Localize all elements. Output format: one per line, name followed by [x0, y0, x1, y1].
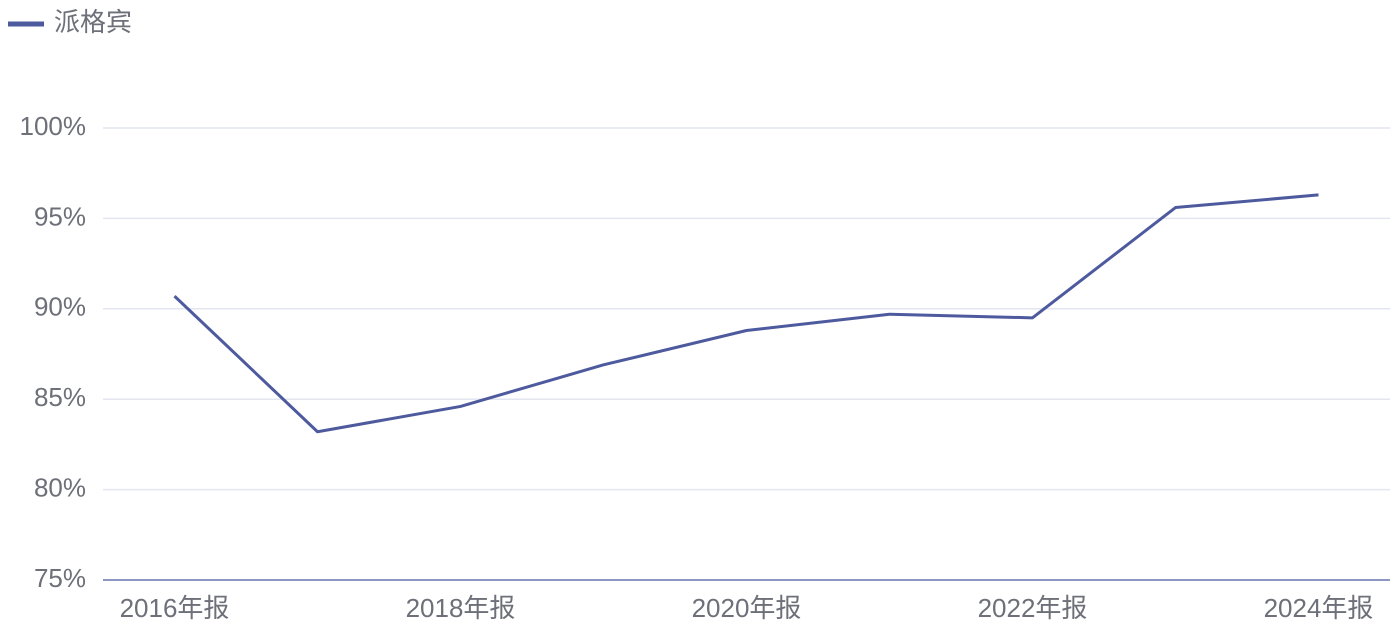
x-tick-label: 2018年报 — [406, 593, 516, 623]
y-tick-label: 100% — [20, 111, 87, 141]
y-tick-label: 85% — [34, 382, 86, 412]
y-tick-label: 90% — [34, 292, 86, 322]
legend-label: 派格宾 — [54, 7, 132, 37]
data-line — [173, 193, 1319, 434]
x-tick-label: 2020年报 — [692, 593, 802, 623]
y-tick-label: 95% — [34, 201, 86, 231]
x-tick-label: 2016年报 — [120, 593, 230, 623]
y-tick-label: 75% — [34, 563, 86, 593]
y-tick-label: 80% — [34, 472, 86, 502]
x-tick-label: 2022年报 — [978, 593, 1088, 623]
x-tick-label: 2024年报 — [1264, 593, 1374, 623]
